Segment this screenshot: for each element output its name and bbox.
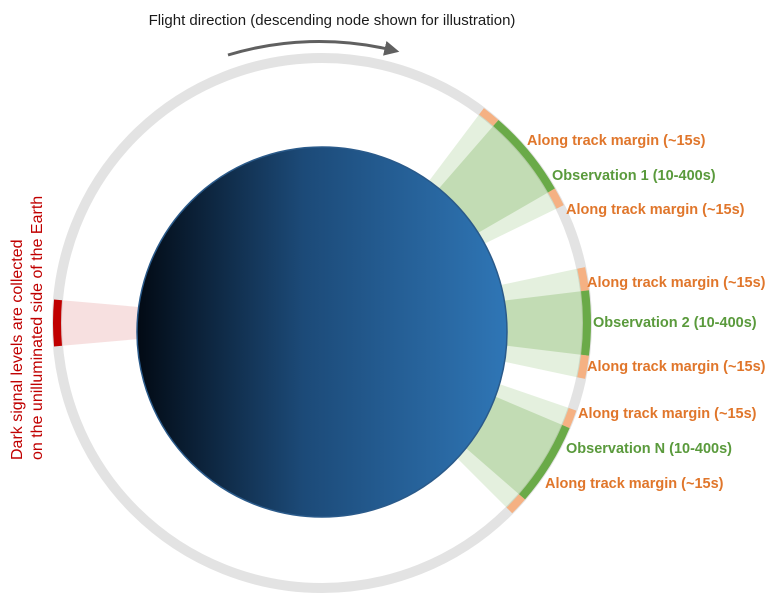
- obsN-observation-arc: [518, 424, 570, 500]
- obs1-observation-arc: [493, 119, 555, 193]
- obs1-label: Observation 1 (10-400s): [552, 168, 716, 184]
- obsN-margin-before-arc: [562, 407, 577, 429]
- flight-direction-title: Flight direction (descending node shown …: [149, 12, 516, 29]
- obs2-label: Observation 2 (10-400s): [593, 315, 757, 331]
- dark-signal-label-line1: Dark signal levels are collected: [9, 239, 26, 460]
- obs1-margin-after-arc: [548, 188, 564, 209]
- obs2-margin-before-label: Along track margin (~15s): [587, 275, 766, 291]
- orbit-segment-markers: [53, 108, 591, 514]
- flight-direction-arrow: [227, 40, 400, 57]
- obsN-margin-after-label: Along track margin (~15s): [545, 476, 724, 492]
- earth: [136, 146, 508, 518]
- obs1-margin-before-label: Along track margin (~15s): [527, 133, 706, 149]
- dark-signal-arc: [53, 299, 62, 347]
- obsN-label: Observation N (10-400s): [566, 441, 732, 457]
- obs2-margin-before-arc: [577, 267, 589, 292]
- obsN-margin-before-label: Along track margin (~15s): [578, 406, 757, 422]
- obs1-margin-before-arc: [479, 108, 499, 127]
- obs2-margin-after-arc: [577, 354, 589, 379]
- obs1-margin-after-label: Along track margin (~15s): [566, 202, 745, 218]
- obsN-margin-after-arc: [506, 494, 526, 514]
- obs2-margin-after-label: Along track margin (~15s): [587, 359, 766, 375]
- obs2-observation-arc: [581, 290, 591, 356]
- dark-signal-label-line2: on the unilluminated side of the Earth: [29, 196, 46, 460]
